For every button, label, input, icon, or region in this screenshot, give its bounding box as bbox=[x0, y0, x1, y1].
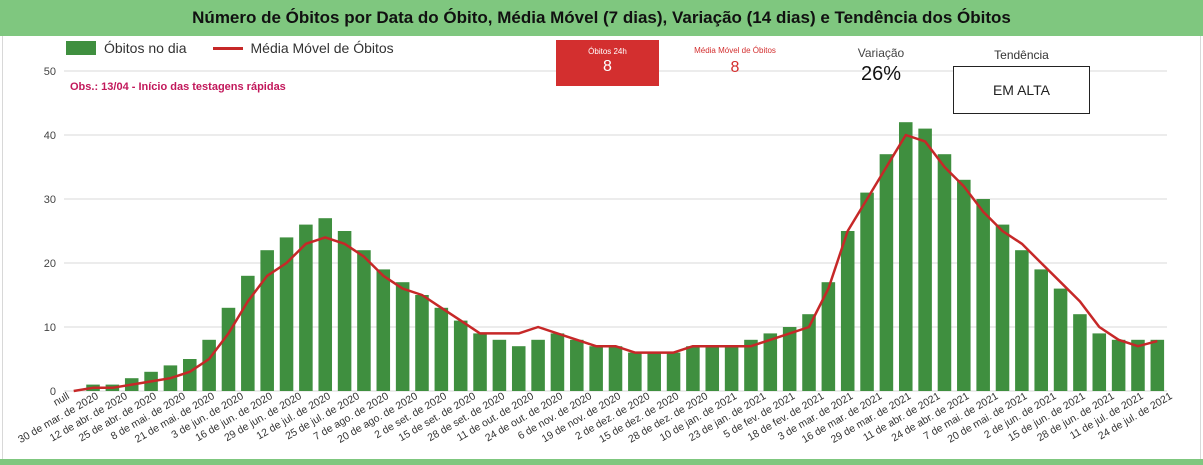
bar bbox=[492, 339, 507, 391]
bar bbox=[357, 250, 371, 391]
bar bbox=[1092, 333, 1107, 391]
bar bbox=[279, 237, 294, 391]
bar bbox=[937, 154, 952, 391]
y-tick-label: 30 bbox=[44, 194, 56, 206]
bar bbox=[879, 154, 894, 391]
bar bbox=[473, 333, 487, 391]
variacao-value: 26% bbox=[860, 63, 902, 85]
y-tick-label: 20 bbox=[44, 258, 56, 270]
moving-average-series bbox=[73, 133, 1158, 393]
bar bbox=[550, 333, 565, 391]
bar bbox=[376, 269, 391, 391]
tendencia-label: Tendência bbox=[994, 48, 1049, 62]
legend-line-swatch bbox=[212, 46, 243, 50]
bar bbox=[1150, 339, 1165, 391]
bar bbox=[705, 346, 720, 391]
bar bbox=[608, 346, 623, 391]
bar bbox=[840, 231, 855, 391]
obitos-24h-label: Óbitos 24h bbox=[588, 47, 627, 56]
bar bbox=[860, 192, 874, 391]
bar bbox=[1015, 250, 1029, 391]
y-tick-label: 0 bbox=[50, 386, 56, 398]
bar bbox=[260, 250, 274, 391]
bar bbox=[395, 282, 410, 391]
chart-title-bar: Número de Óbitos por Data do Óbito, Médi… bbox=[0, 0, 1203, 36]
bar bbox=[337, 231, 352, 391]
bar bbox=[995, 224, 1010, 391]
bar bbox=[1073, 314, 1087, 391]
observation-note: Obs.: 13/04 - Início das testagens rápid… bbox=[70, 81, 286, 93]
media-movel-card: Média Móvel de Óbitos 8 bbox=[688, 46, 782, 77]
bar bbox=[531, 339, 545, 391]
tendencia-box: EM ALTA bbox=[953, 66, 1090, 114]
legend-bar-swatch bbox=[66, 41, 96, 55]
bar bbox=[744, 339, 758, 391]
bottom-accent-bar bbox=[0, 459, 1203, 465]
bar bbox=[1053, 288, 1068, 391]
tendencia-value: EM ALTA bbox=[992, 82, 1051, 98]
variacao-card: Variação 26% bbox=[846, 46, 916, 86]
media-movel-label: Média Móvel de Óbitos bbox=[694, 46, 776, 55]
y-tick-label: 40 bbox=[44, 130, 56, 142]
y-axis-ticks: 0 10 20 30 40 50 bbox=[44, 66, 56, 398]
bar bbox=[415, 295, 429, 391]
daily-deaths-bars bbox=[86, 122, 1165, 391]
bar bbox=[666, 352, 681, 391]
bar bbox=[570, 339, 584, 391]
y-tick-label: 50 bbox=[44, 66, 56, 78]
moving-average-line bbox=[73, 133, 1158, 393]
bar bbox=[724, 346, 739, 391]
bar bbox=[1034, 269, 1048, 391]
chart-title: Número de Óbitos por Data do Óbito, Médi… bbox=[192, 8, 1011, 27]
bar bbox=[511, 346, 526, 391]
bar bbox=[763, 333, 778, 391]
bar bbox=[299, 224, 313, 391]
bar bbox=[686, 346, 700, 391]
bar bbox=[782, 327, 797, 391]
obitos-24h-value: 8 bbox=[603, 58, 612, 75]
bar bbox=[589, 346, 603, 391]
legend-line-label: Média Móvel de Óbitos bbox=[250, 40, 394, 56]
bar bbox=[647, 352, 661, 391]
bar bbox=[221, 307, 236, 391]
bar bbox=[1131, 339, 1145, 391]
bar bbox=[318, 218, 333, 391]
variacao-label: Variação bbox=[857, 46, 905, 60]
obitos-24h-card: Óbitos 24h 8 bbox=[556, 40, 659, 86]
bar bbox=[957, 179, 971, 391]
bar bbox=[202, 339, 216, 391]
bar bbox=[898, 122, 913, 391]
bar bbox=[821, 282, 836, 391]
y-tick-label: 10 bbox=[44, 322, 56, 334]
bar bbox=[1111, 339, 1126, 391]
bar bbox=[434, 307, 449, 391]
bar bbox=[918, 128, 932, 391]
bar bbox=[453, 320, 468, 391]
bar bbox=[976, 199, 990, 391]
bar bbox=[802, 314, 816, 391]
legend-bars-label: Óbitos no dia bbox=[104, 40, 187, 56]
bar bbox=[628, 352, 642, 391]
bar bbox=[183, 359, 197, 391]
legend: Óbitos no dia Média Móvel de Óbitos bbox=[66, 40, 394, 56]
media-movel-value: 8 bbox=[730, 59, 740, 76]
